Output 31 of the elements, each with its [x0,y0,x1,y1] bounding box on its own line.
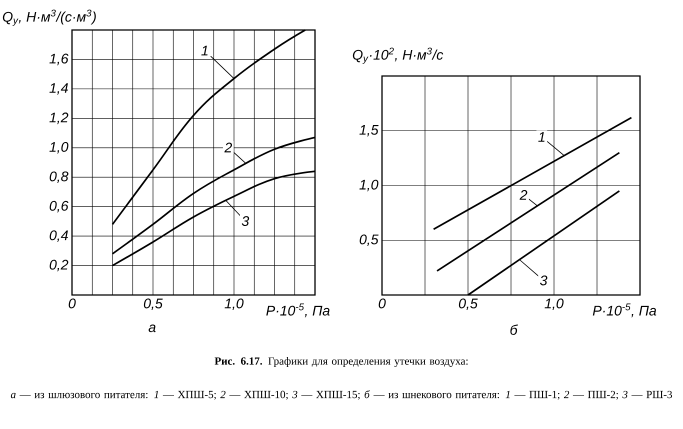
legend-label: 2 [224,142,232,152]
x-tick-label: 1,0 [224,298,244,310]
x-tick-label: 0 [68,298,76,308]
text: а — из шлюзового питателя: 1 — ХПШ-5; 2 — ХПШ-10; 3 — ХПШ-15; б — из шнекового питателя: 1 — ПШ-1; 2 — ПШ-2; 3 — РШ-3 [10,390,672,400]
y-tick-label: 1,6 [49,54,68,66]
x-axis-title: P·10$^{-5}$, Па [592,304,656,318]
series-label: 3 [540,275,548,286]
y-tick-label: 0,5 [360,234,379,246]
y-tick-label: 0,2 [50,260,68,272]
x-axis-title: P·10$^{-5}$, Па [266,304,330,318]
legend-label: 2 [520,190,528,200]
text: 1 [201,46,208,56]
y-tick-label: 1,2 [49,112,68,124]
text: б [510,324,518,335]
y-tick-label: 0,4 [50,230,68,242]
x-tick-label: 0,5 [458,298,478,310]
y-axis-title: Q$_{у}$·10$^{2}$, Н·м$^{3}$/с [352,48,444,64]
y-tick-label: 1,0 [49,142,68,154]
y-tick-label: 0,6 [50,200,68,212]
x-tick-label: 0,5 [144,298,163,310]
y-tick-label: 0,8 [50,171,68,183]
series-label: 3 [242,216,250,226]
x-tick-label: 1,0 [544,298,564,310]
y-axis-title: Q$_{у}$, Н·м$^{3}$/(с·м$^{3}$) [2,10,96,26]
text: Рис. 6.17. Графики для определения утечки воздуха: [214,357,468,367]
y-tick-label: 1,0 [359,180,378,192]
y-tick-label: 1,4 [49,83,68,95]
x-tick-label: 0 [378,298,386,308]
y-tick-label: 1,5 [359,125,379,136]
text: а [148,324,156,332]
series-label: 1 [538,132,544,142]
